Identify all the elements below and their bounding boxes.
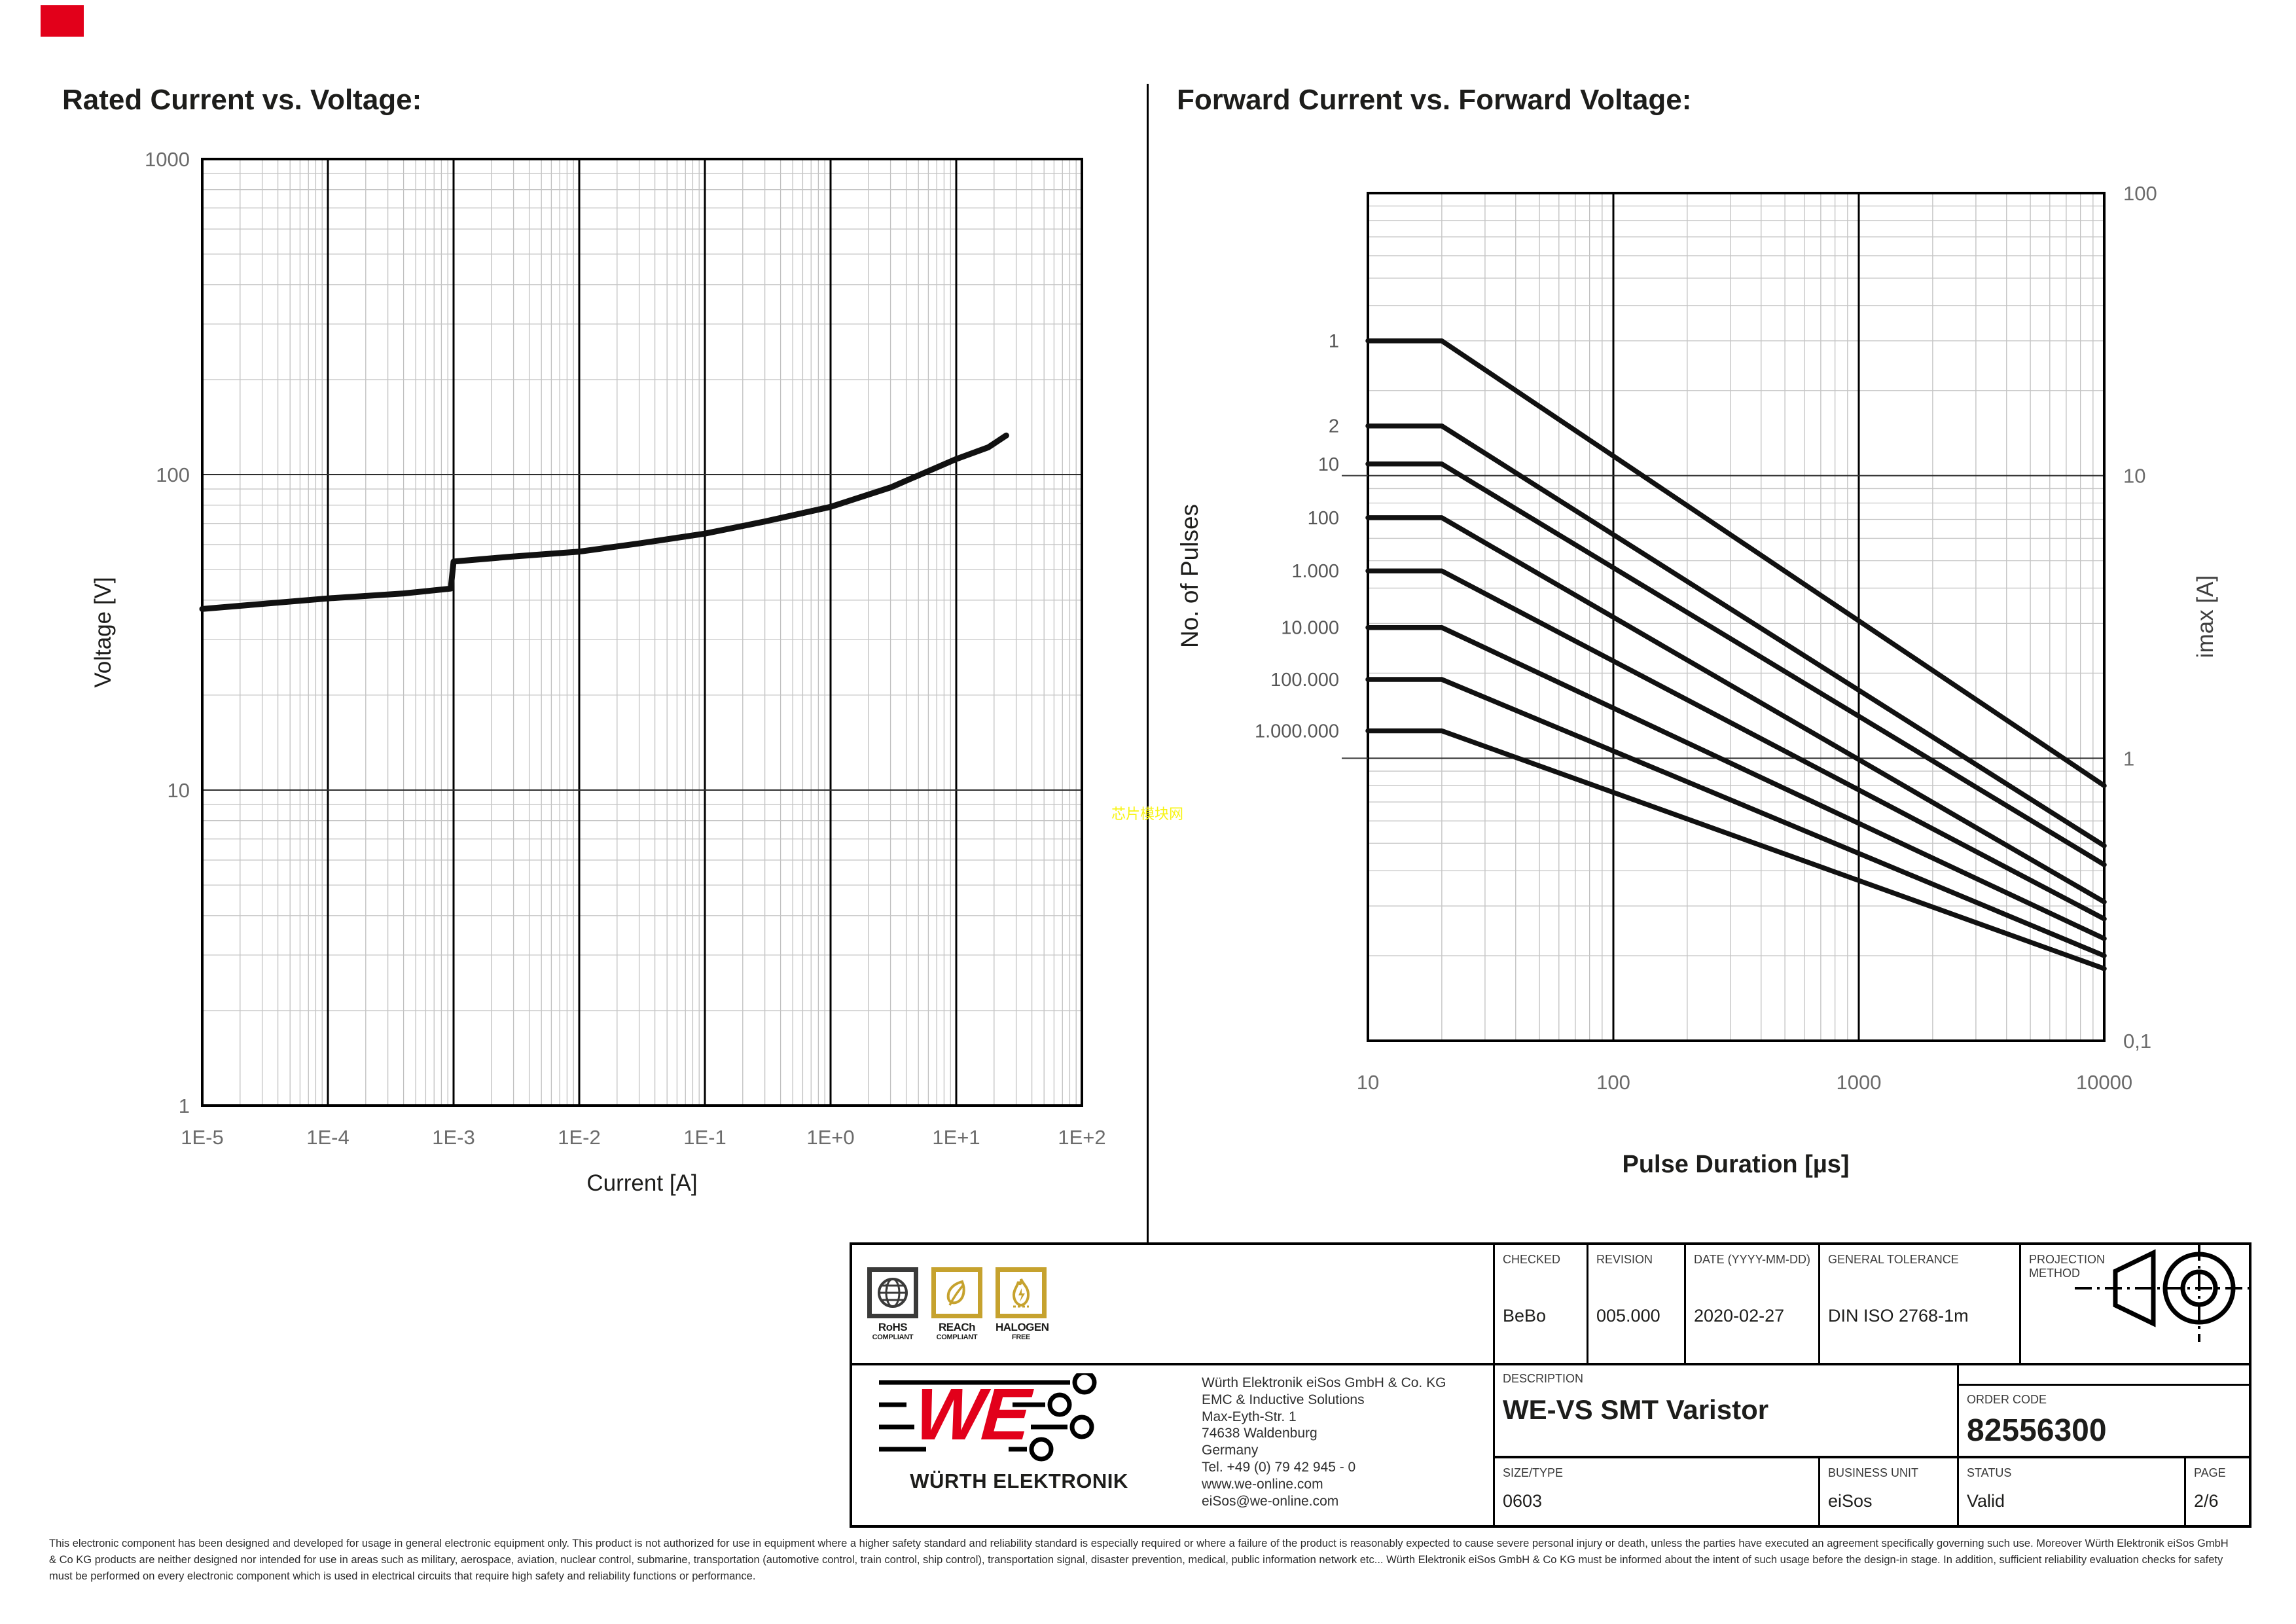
tb-border-left bbox=[850, 1242, 852, 1528]
date-label: DATE (YYYY-MM-DD) bbox=[1694, 1253, 1811, 1266]
pulse-duration-chart-curve-1 bbox=[1365, 338, 2107, 788]
pulse-duration-chart-curve-1.000.000 bbox=[1365, 728, 2107, 971]
pulse-duration-chart-curve-100 bbox=[1365, 515, 2107, 905]
pulse-duration-chart-curve-10 bbox=[1365, 461, 2107, 867]
pulse-duration-chart-curve-100.000 bbox=[1365, 677, 2107, 958]
page-label: PAGE bbox=[2194, 1466, 2226, 1479]
column-divider bbox=[1147, 84, 1149, 1242]
pulse-count-label: 100.000 bbox=[1270, 670, 1339, 691]
right-chart-ylabel-left: No. of Pulses bbox=[1176, 503, 1203, 649]
general-tolerance-label: GENERAL TOLERANCE bbox=[1828, 1253, 1959, 1266]
pulse-count-label: 10.000 bbox=[1281, 618, 1339, 639]
x-tick-label: 10000 bbox=[2076, 1071, 2132, 1094]
disclaimer-line: This electronic component has been desig… bbox=[49, 1538, 2229, 1549]
pulse-count-label: 10 bbox=[1318, 454, 1339, 475]
general-tolerance-value: DIN ISO 2768-1m bbox=[1828, 1306, 1969, 1326]
order-code-value: 82556300 bbox=[1967, 1413, 2107, 1448]
left-chart-ylabel: Voltage [V] bbox=[90, 577, 116, 688]
x-tick-label: 1E-2 bbox=[558, 1126, 600, 1149]
pulse-count-label: 2 bbox=[1329, 416, 1339, 437]
y-tick-label-right: 100 bbox=[2123, 182, 2157, 205]
x-tick-label: 1E+1 bbox=[932, 1126, 980, 1149]
x-tick-label: 1E-5 bbox=[181, 1126, 223, 1149]
pulse-count-label: 1 bbox=[1329, 331, 1339, 352]
x-tick-label: 100 bbox=[1596, 1071, 1630, 1094]
red-marker bbox=[41, 5, 84, 37]
revision-value: 005.000 bbox=[1596, 1306, 1660, 1326]
checked-value: BeBo bbox=[1503, 1306, 1547, 1326]
grid bbox=[1367, 192, 2106, 1041]
pulse-duration-chart-curve-1.000 bbox=[1365, 568, 2107, 922]
globe-icon bbox=[867, 1267, 918, 1318]
size-type-label: SIZE/TYPE bbox=[1503, 1466, 1564, 1479]
x-tick-label: 10 bbox=[1357, 1071, 1379, 1094]
y-tick-label-right: 10 bbox=[2123, 465, 2145, 488]
disclaimer-line: must be performed on every electronic co… bbox=[49, 1570, 756, 1582]
disclaimer-line: & Co KG products are neither designed no… bbox=[49, 1554, 2223, 1566]
y-tick-label-right: 0,1 bbox=[2123, 1030, 2151, 1053]
tb-border-top bbox=[850, 1242, 2251, 1245]
leaf-icon bbox=[931, 1267, 982, 1318]
pulse-duration-chart: 10 100 1000 10000 100 10 1 0,1 1 2 10 100 1.000 10.00… bbox=[1255, 182, 2157, 1094]
status-label: STATUS bbox=[1967, 1466, 2012, 1479]
x-tick-label: 1E-4 bbox=[306, 1126, 349, 1149]
y-tick-label: 1000 bbox=[145, 148, 190, 171]
series bbox=[1365, 338, 2107, 971]
y-tick-label: 10 bbox=[168, 779, 190, 802]
left-chart-xlabel: Current [A] bbox=[586, 1170, 698, 1196]
pulse-duration-chart-curve-10.000 bbox=[1365, 624, 2107, 941]
right-chart-title: Forward Current vs. Forward Voltage: bbox=[1177, 84, 1692, 116]
x-tick-label: 1E-3 bbox=[432, 1126, 475, 1149]
rated-current-vs-voltage-chart: 1E-5 1E-4 1E-3 1E-2 1E-1 1E+0 1E+1 1E+2 1000 100 1… bbox=[145, 148, 1106, 1149]
we-logo-letters: WE bbox=[912, 1373, 1031, 1455]
business-unit-label: BUSINESS UNIT bbox=[1828, 1466, 1919, 1479]
size-type-value: 0603 bbox=[1503, 1491, 1543, 1511]
we-logo bbox=[879, 1373, 1097, 1462]
projection-method-icon bbox=[2075, 1244, 2249, 1342]
x-tick-label: 1E+0 bbox=[806, 1126, 854, 1149]
halogen-free-badge: HALOGEN FREE bbox=[996, 1267, 1049, 1341]
series bbox=[199, 432, 1009, 612]
pulse-count-label: 1.000.000 bbox=[1255, 721, 1339, 742]
y-tick-label: 100 bbox=[156, 463, 190, 486]
y-tick-label: 1 bbox=[179, 1094, 190, 1117]
x-tick-label: 1E+2 bbox=[1058, 1126, 1105, 1149]
projection-method-label: PROJECTION METHOD bbox=[2029, 1253, 2106, 1280]
right-chart-xlabel: Pulse Duration [µs] bbox=[1622, 1151, 1850, 1178]
description-value: WE-VS SMT Varistor bbox=[1503, 1394, 1769, 1425]
order-code-label: ORDER CODE bbox=[1967, 1393, 2047, 1406]
tb-border-bottom bbox=[850, 1525, 2251, 1528]
x-tick-label: 1E-1 bbox=[683, 1126, 726, 1149]
description-label: DESCRIPTION bbox=[1503, 1372, 1584, 1385]
company-address: Würth Elektronik eiSos GmbH & Co. KG EMC… bbox=[1202, 1375, 1446, 1509]
rated-current-vs-voltage-chart-curve-rated voltage bbox=[199, 432, 1009, 612]
y-tick-label-right: 1 bbox=[2123, 747, 2134, 770]
reach-compliant-badge: REACh COMPLIANT bbox=[931, 1267, 982, 1341]
date-value: 2020-02-27 bbox=[1694, 1306, 1785, 1326]
revision-label: REVISION bbox=[1596, 1253, 1653, 1266]
rohs-compliant-badge: RoHS COMPLIANT bbox=[867, 1267, 918, 1341]
checked-label: CHECKED bbox=[1503, 1253, 1561, 1266]
plot-border bbox=[201, 158, 1083, 1107]
x-tick-label: 1000 bbox=[1837, 1071, 1882, 1094]
pulse-count-label: 100 bbox=[1308, 508, 1339, 529]
right-chart-ylabel-right: imax [A] bbox=[2193, 575, 2218, 659]
pulse-duration-chart-curve-2 bbox=[1365, 423, 2107, 848]
status-value: Valid bbox=[1967, 1491, 2005, 1511]
left-chart-title: Rated Current vs. Voltage: bbox=[62, 84, 422, 116]
grid bbox=[201, 158, 1083, 1106]
watermark: 芯片模块网 bbox=[1111, 806, 1184, 822]
pulse-count-label: 1.000 bbox=[1291, 561, 1339, 582]
plot-border bbox=[1367, 192, 2106, 1042]
we-brand-name: WÜRTH ELEKTRONIK bbox=[910, 1470, 1128, 1492]
disclaimer: This electronic component has been desig… bbox=[49, 1536, 2268, 1585]
page-value: 2/6 bbox=[2194, 1491, 2219, 1511]
flame-icon bbox=[996, 1267, 1047, 1318]
business-unit-value: eiSos bbox=[1828, 1491, 1873, 1511]
